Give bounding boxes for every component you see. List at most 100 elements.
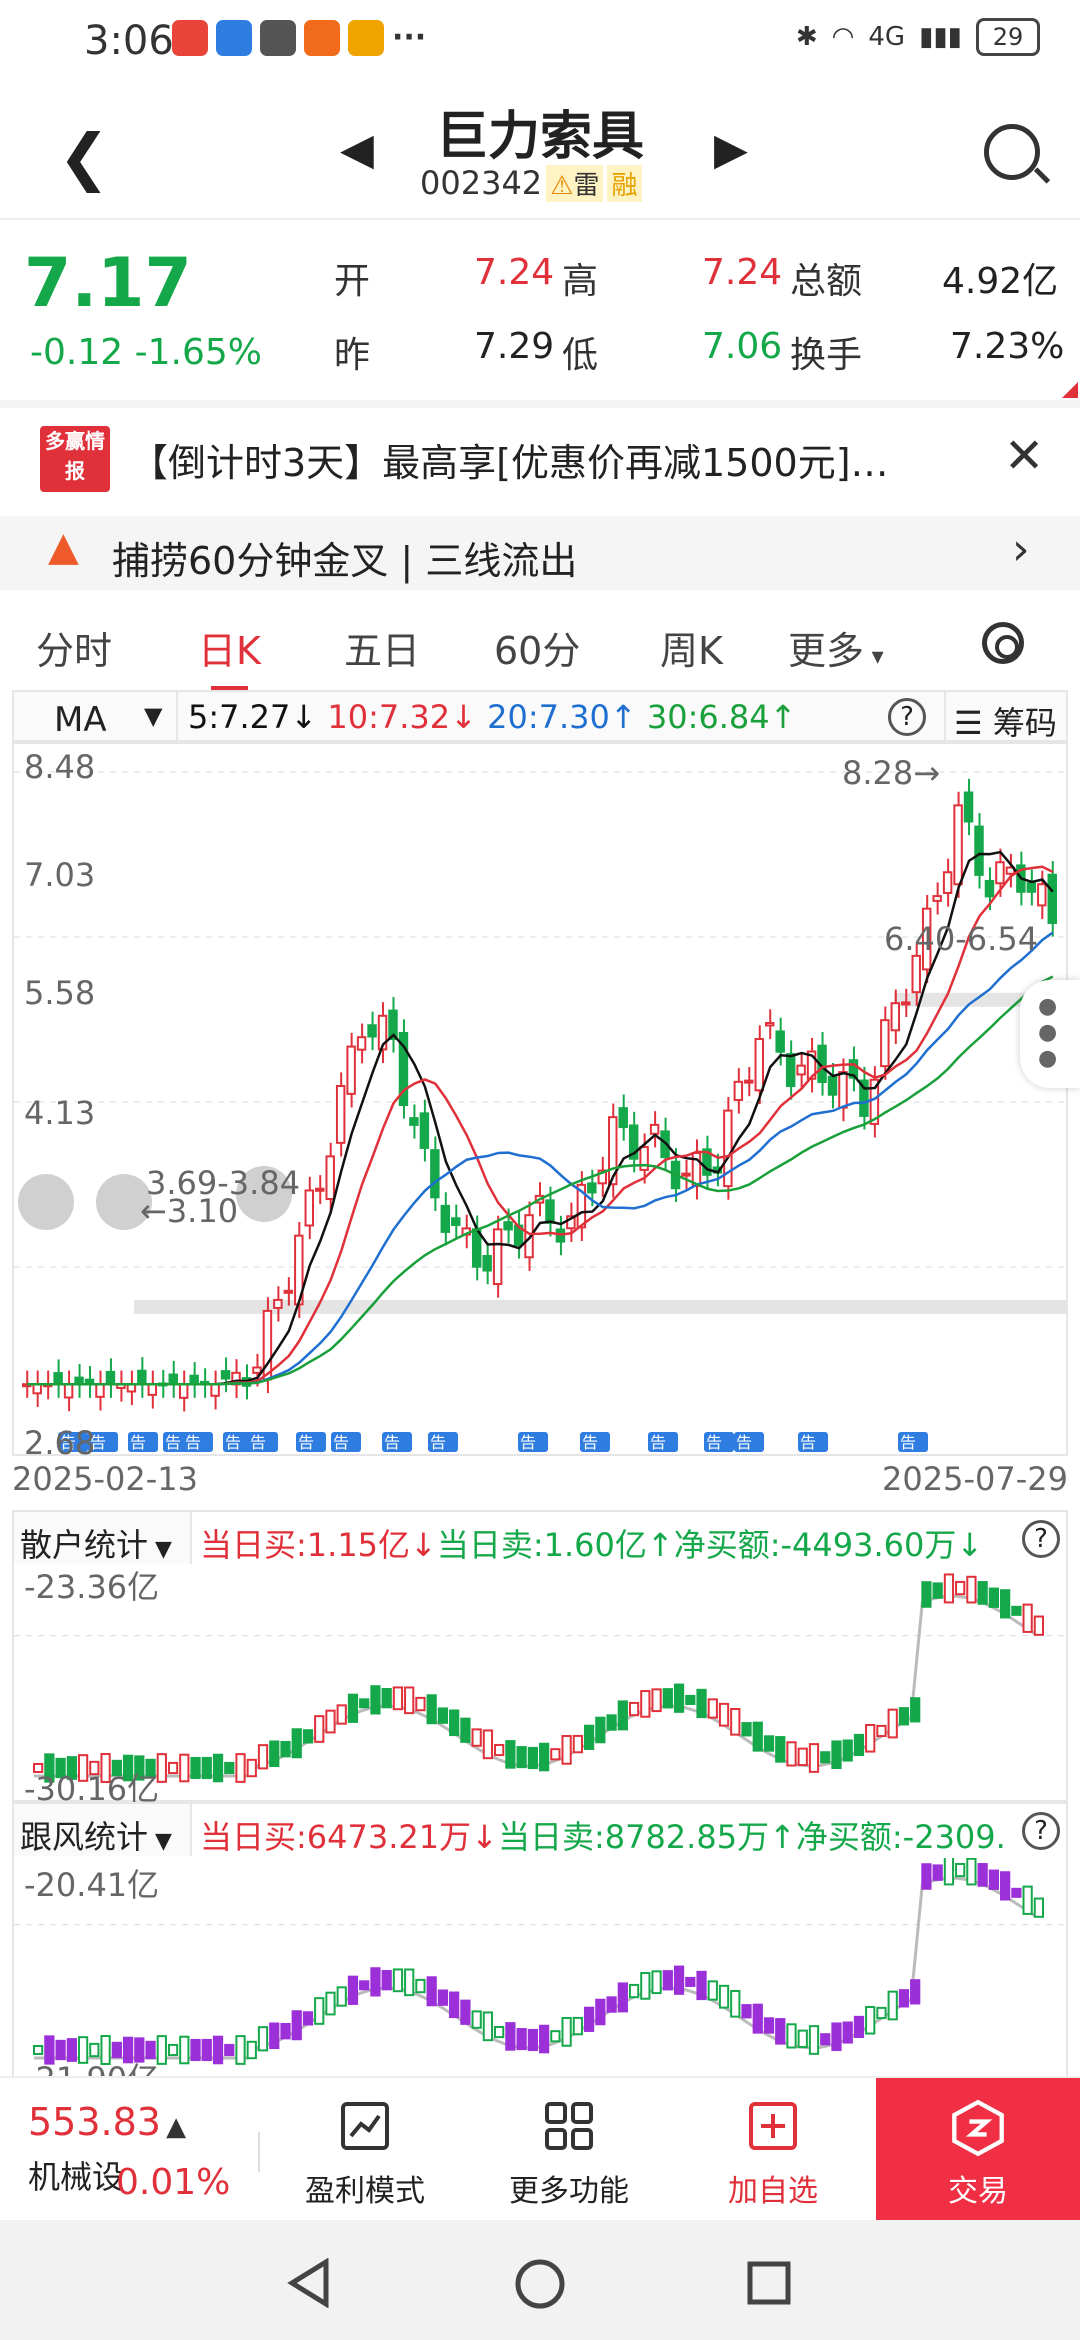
support-zone-label: 3.69-3.84 xyxy=(146,1164,301,1202)
retail-selector[interactable]: 散户统计 ▼ xyxy=(14,1512,192,1564)
kline-chart[interactable]: 告告告告告告告告告告告告告告告告告告 8.48 7.03 5.58 4.13 2… xyxy=(12,742,1068,1462)
follow-selector[interactable]: 跟风统计 ▼ xyxy=(14,1804,192,1856)
indicator-bar xyxy=(651,1688,662,1713)
indicator-bar xyxy=(527,2028,538,2052)
tab-five-day[interactable]: 五日 xyxy=(344,629,421,673)
stock-header: ❮ ◀ 巨力索具 002342 ⚠雷融 ▶ xyxy=(0,84,1080,218)
candle-body xyxy=(220,1370,231,1380)
back-icon[interactable]: ❮ xyxy=(58,120,110,193)
indicator-bar xyxy=(842,1739,853,1762)
settings-icon[interactable] xyxy=(982,622,1024,664)
follow-sell: 当日卖:8782.85万↑ xyxy=(497,1818,796,1856)
candle-body xyxy=(168,1373,178,1386)
tab-more[interactable]: 更多 ▾ xyxy=(788,620,884,675)
indicator-bar xyxy=(1033,1897,1044,1918)
follow-stats-header: 跟风统计 ▼ 当日买:6473.21万↓当日卖:8782.85万↑净买额:-230… xyxy=(14,1804,1066,1856)
indicator-bar xyxy=(853,2015,865,2038)
system-nav-bar xyxy=(0,2220,1080,2340)
news-tag xyxy=(248,1432,278,1452)
taobao-icon xyxy=(304,20,340,56)
chip-label: 筹码 xyxy=(992,704,1057,742)
indicator-bar xyxy=(302,2011,314,2026)
candle-body xyxy=(880,1019,890,1068)
indicator-bar xyxy=(898,1989,910,2008)
move-left-icon xyxy=(96,1174,152,1230)
indicator-bar xyxy=(190,1756,201,1780)
chevron-right-icon[interactable]: › xyxy=(1012,524,1030,575)
next-stock-icon[interactable]: ▶ xyxy=(714,124,748,175)
promo-banner[interactable]: 多赢情报 【倒计时3天】最高享[优惠价再减1500元]… ✕ xyxy=(0,408,1080,508)
candle-body xyxy=(210,1383,220,1397)
candle-body xyxy=(419,1112,430,1149)
indicator-bar xyxy=(437,1989,449,2006)
indicator-bar xyxy=(741,1722,752,1737)
retail-top-label: -23.36亿 xyxy=(24,1568,160,1606)
indicator-selector[interactable]: MA ▼ xyxy=(14,692,178,740)
candle-body xyxy=(921,907,932,971)
indicator-bar xyxy=(111,2041,122,2059)
profit-mode-button[interactable]: 盈利模式 xyxy=(290,2078,440,2222)
indicator-bar xyxy=(33,1763,44,1773)
nav-back-icon[interactable] xyxy=(286,2258,332,2308)
indicator-bar xyxy=(617,1982,628,2013)
ma20-value: 20:7.30↑ xyxy=(487,698,637,736)
promo-text[interactable]: 【倒计时3天】最高享[优惠价再减1500元]… xyxy=(130,441,889,485)
add-watchlist-label: 加自选 xyxy=(728,2174,818,2209)
tab-weekly-k[interactable]: 周K xyxy=(660,629,723,673)
indicator-bar xyxy=(932,1864,943,1881)
indicator-bar xyxy=(752,2003,763,2034)
candle-body xyxy=(367,1024,377,1038)
tab-60min[interactable]: 60分 xyxy=(494,629,581,673)
chip-distribution-button[interactable]: ☰ 筹码 xyxy=(944,692,1068,742)
candle-body xyxy=(95,1383,105,1398)
tab-intraday[interactable]: 分时 xyxy=(36,629,113,673)
profit-mode-label: 盈利模式 xyxy=(305,2174,425,2209)
index-widget[interactable]: 553.83 ▲ 机械设 0.01% xyxy=(28,2100,230,2203)
candle-body xyxy=(838,1071,848,1109)
indicator-bar xyxy=(482,2011,494,2042)
indicator-bar xyxy=(786,1741,797,1767)
help-icon[interactable]: ? xyxy=(1022,1812,1060,1850)
prev-close-value: 7.29 xyxy=(474,326,555,367)
more-notifications: ··· xyxy=(392,20,427,55)
tab-daily-k[interactable]: 日K xyxy=(198,620,261,691)
indicator-bar xyxy=(167,2043,179,2057)
risk-tag[interactable]: ⚠雷 xyxy=(546,165,604,202)
more-functions-button[interactable]: 更多功能 xyxy=(494,2078,644,2222)
prev-stock-icon[interactable]: ◀ xyxy=(340,124,374,175)
side-drawer-handle[interactable]: ● ● ● xyxy=(1020,980,1080,1088)
search-icon[interactable] xyxy=(984,124,1040,180)
candle-body xyxy=(764,1021,775,1027)
signal-banner[interactable]: ▲ 捕捞60分钟金叉 | 三线流出 › xyxy=(0,516,1080,590)
caret-down-icon: ▼ xyxy=(148,1829,172,1854)
help-icon[interactable]: ? xyxy=(1022,1520,1060,1558)
indicator-bar xyxy=(291,1728,302,1759)
trade-button[interactable]: 交易 xyxy=(876,2078,1080,2222)
end-date: 2025-07-29 xyxy=(882,1460,1068,1498)
news-tag xyxy=(183,1432,213,1452)
indicator-bar xyxy=(224,1761,235,1775)
candle-body xyxy=(618,1107,628,1129)
candle-body xyxy=(315,1187,325,1192)
indicator-bar xyxy=(460,1999,471,2025)
nav-home-icon[interactable] xyxy=(514,2258,566,2310)
indicator-bar xyxy=(145,1758,156,1778)
close-icon[interactable]: ✕ xyxy=(1004,428,1045,484)
indicator-bar xyxy=(44,1753,55,1783)
indicator-bar xyxy=(1022,1885,1033,1915)
open-value: 7.24 xyxy=(474,252,555,293)
margin-tag[interactable]: 融 xyxy=(607,165,642,202)
add-watchlist-button[interactable]: 加自选 xyxy=(698,2078,848,2222)
indicator-bar xyxy=(269,2022,280,2050)
change-percent: -1.65% xyxy=(134,332,262,373)
indicator-bar xyxy=(291,2010,302,2041)
help-icon[interactable]: ? xyxy=(888,698,926,736)
indicator-bar xyxy=(876,1724,887,1738)
candle-body xyxy=(681,1172,691,1177)
y-axis-label: 5.58 xyxy=(24,974,96,1012)
stock-code: 002342 xyxy=(420,164,543,202)
indicator-bar xyxy=(853,1733,865,1756)
indicator-bar xyxy=(763,2017,775,2034)
nav-recents-icon[interactable] xyxy=(746,2260,792,2306)
indicator-bar xyxy=(583,1724,595,1750)
